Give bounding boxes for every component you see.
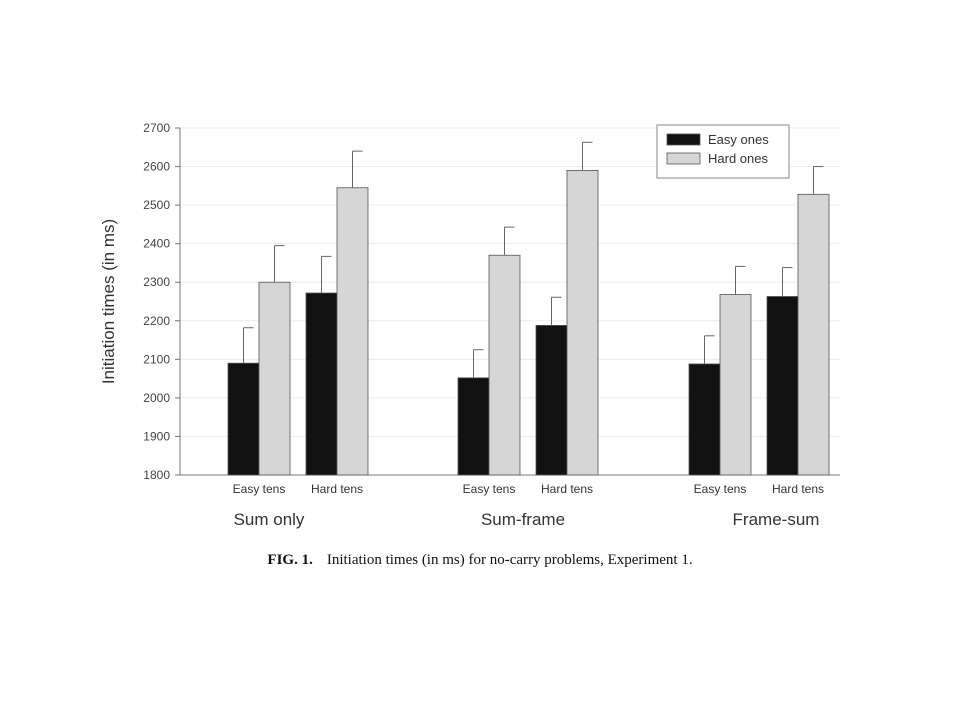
x-subcategory-label: Hard tens (541, 482, 593, 496)
bar (227, 362, 260, 476)
bar (766, 296, 799, 476)
legend-swatch (666, 152, 701, 165)
y-tick-label: 2100 (143, 352, 170, 366)
x-subcategory-label: Hard tens (772, 482, 824, 496)
figure-caption: FIG. 1. Initiation times (in ms) for no-c… (0, 552, 960, 569)
x-subcategory-label: Hard tens (311, 482, 363, 496)
x-subcategory-label: Easy tens (463, 482, 516, 496)
bar (797, 193, 830, 476)
y-tick-label: 2300 (143, 275, 170, 289)
bar (457, 377, 490, 476)
caption-text: Initiation times (in ms) for no-carry pr… (326, 552, 693, 568)
bar (336, 187, 369, 476)
y-tick-label: 1800 (143, 468, 170, 482)
bar (688, 363, 721, 476)
y-tick-label: 2700 (143, 121, 170, 135)
caption-label: FIG. 1. (267, 552, 313, 568)
bar (305, 292, 338, 476)
bar (719, 294, 752, 476)
legend-label: Hard ones (708, 151, 768, 166)
x-group-label: Sum-frame (481, 510, 565, 529)
y-tick-label: 2500 (143, 198, 170, 212)
legend-swatch (666, 133, 701, 146)
bar (566, 170, 599, 476)
y-tick-label: 2000 (143, 391, 170, 405)
bar (488, 254, 521, 476)
x-subcategory-label: Easy tens (694, 482, 747, 496)
y-tick-label: 1900 (143, 429, 170, 443)
y-axis-label: Initiation times (in ms) (99, 219, 118, 384)
y-tick-label: 2200 (143, 314, 170, 328)
x-group-label: Frame-sum (733, 510, 820, 529)
y-tick-label: 2600 (143, 160, 170, 174)
y-tick-label: 2400 (143, 237, 170, 251)
bar (258, 281, 291, 476)
legend-label: Easy ones (708, 132, 769, 147)
x-subcategory-label: Easy tens (233, 482, 286, 496)
x-group-label: Sum only (234, 510, 305, 529)
bar (535, 325, 568, 476)
